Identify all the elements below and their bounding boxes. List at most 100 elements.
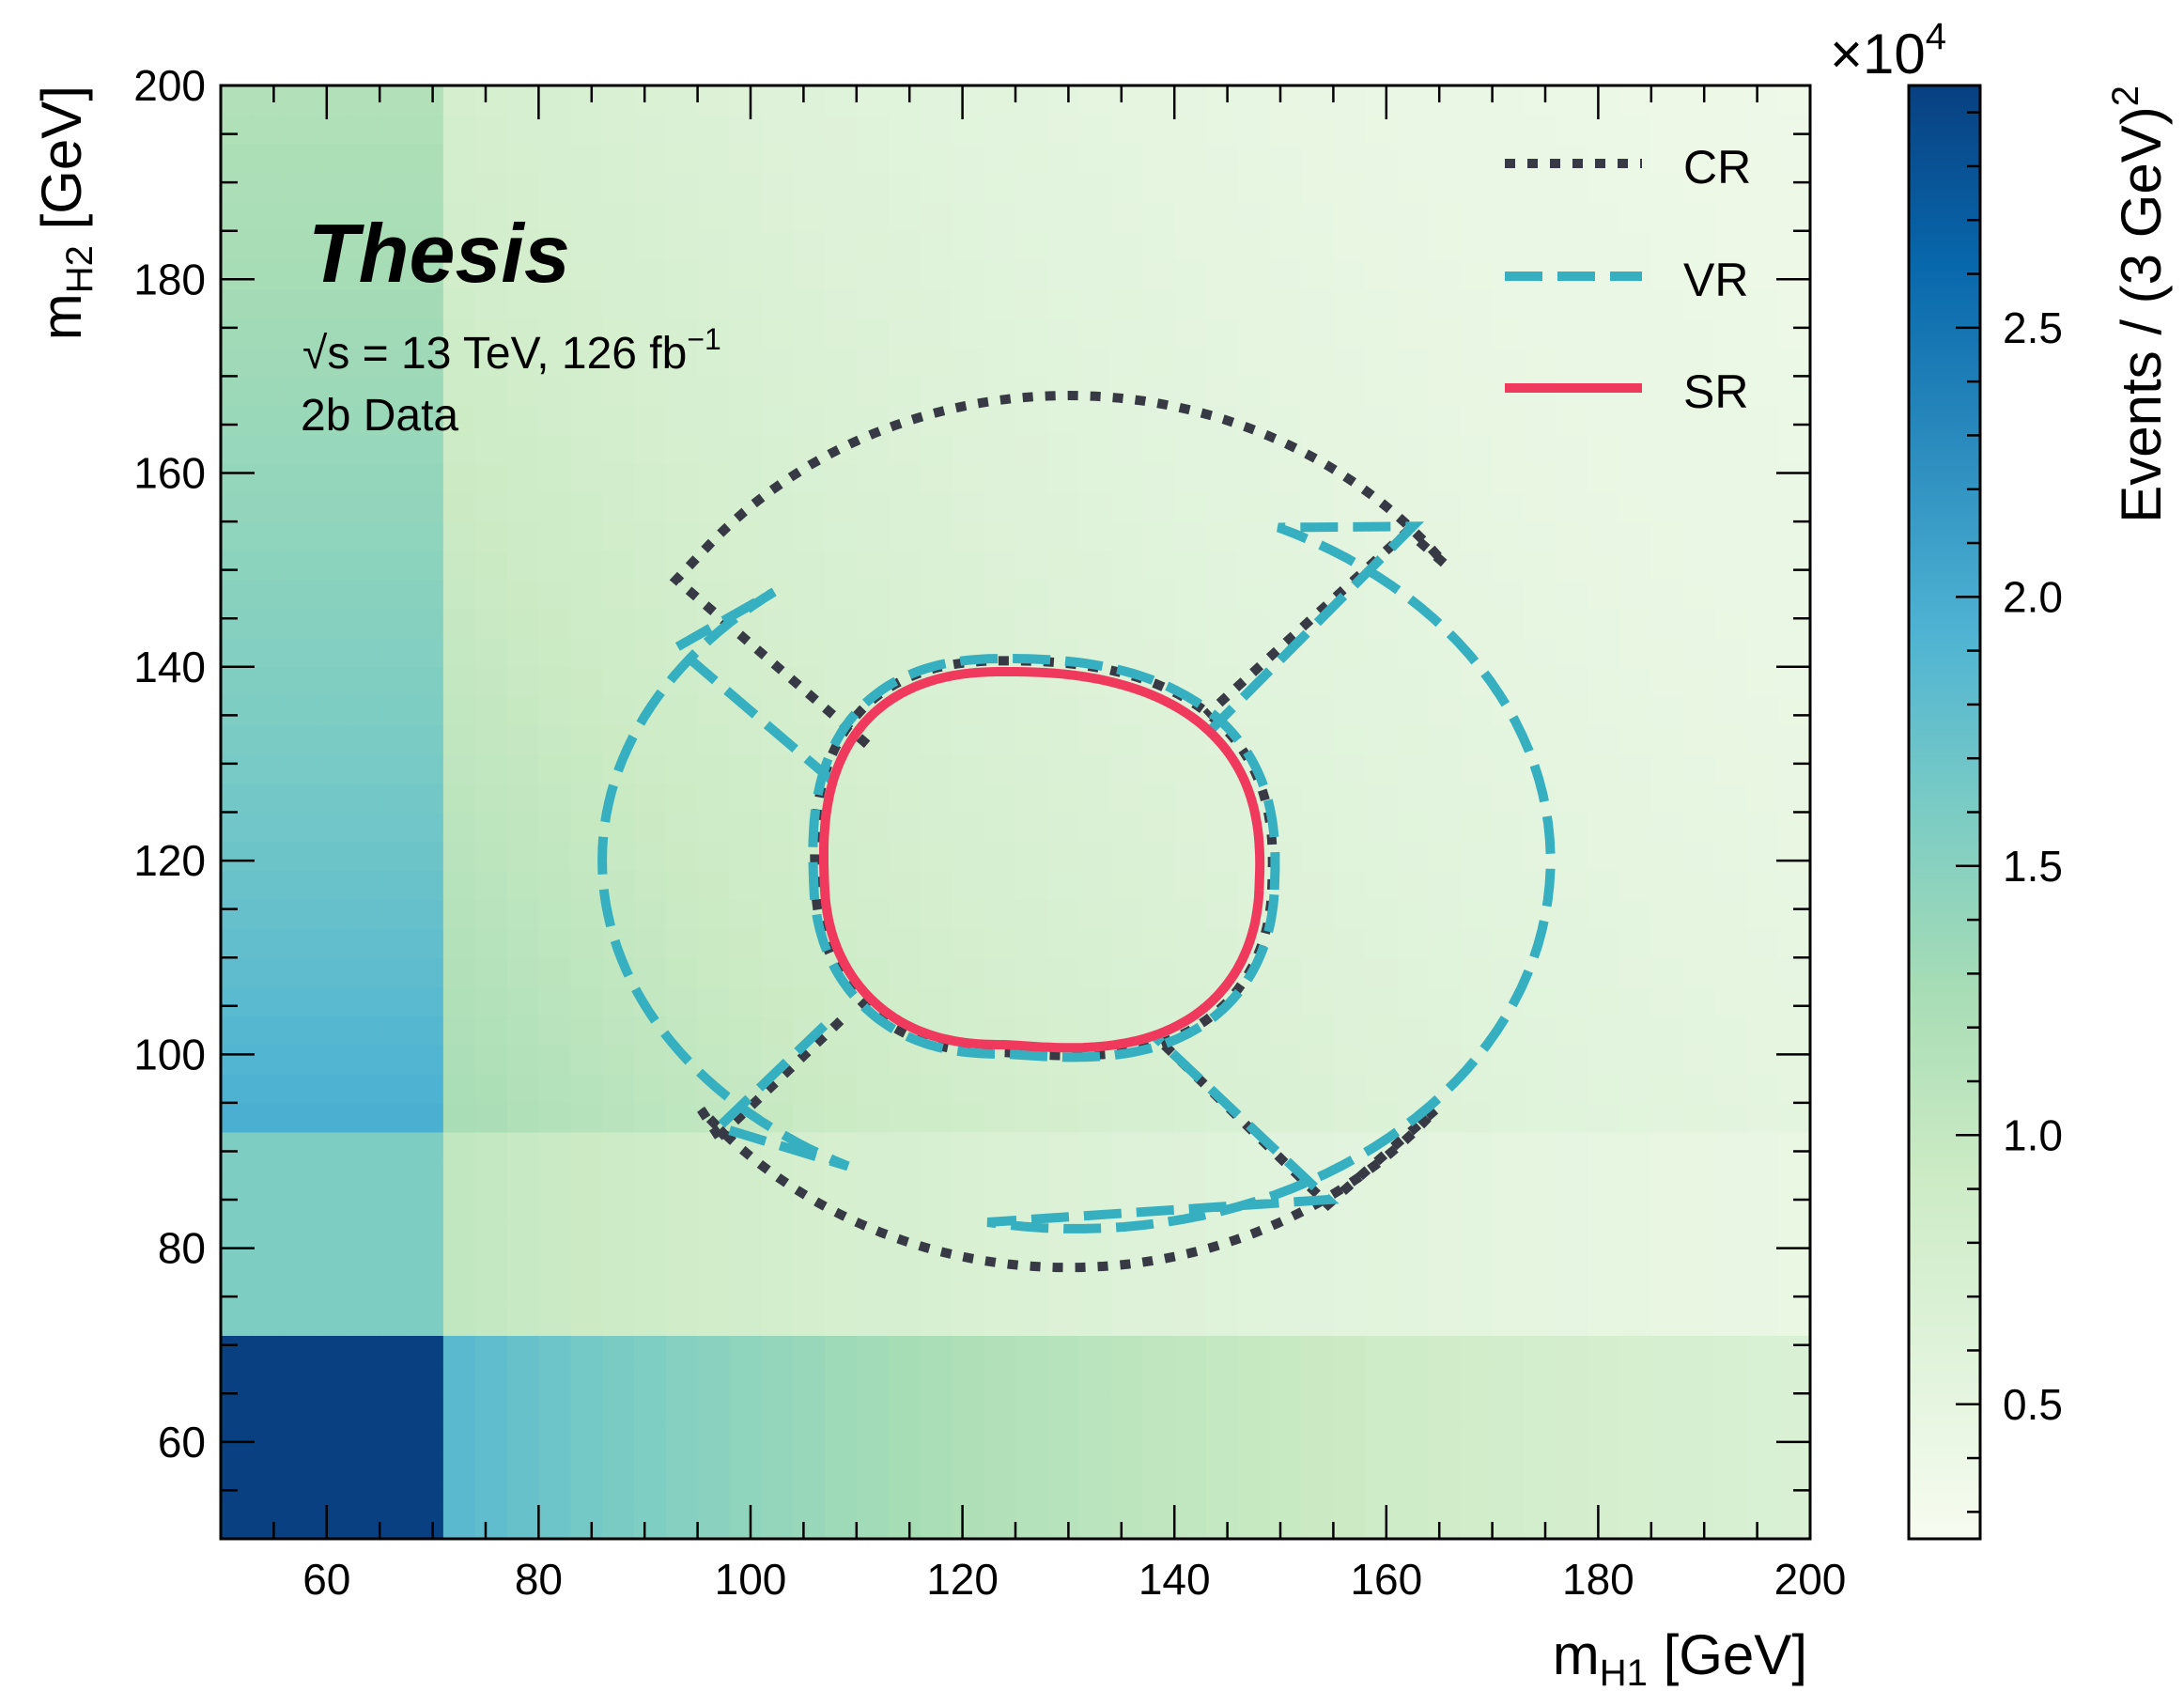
heatmap-cell [1365,318,1398,349]
heatmap-cell [252,1189,286,1220]
heatmap-cell [1460,318,1494,349]
heatmap-cell [1110,870,1143,900]
heatmap-cell [1269,608,1303,639]
colorbar-multiplier-base: ×10 [1830,23,1926,85]
heatmap-cell [348,1160,380,1191]
heatmap-cell [1682,1131,1716,1162]
heatmap-cell [1174,434,1207,464]
heatmap-cell [1492,114,1526,145]
heatmap-cell [474,1218,508,1249]
heatmap-cell [1142,1393,1175,1423]
heatmap-cell [984,1160,1016,1191]
heatmap-cell [1492,85,1526,116]
heatmap-cell [856,899,890,929]
heatmap-cell [697,551,731,581]
heatmap-cell [761,812,794,843]
x-axis-title-sub: H1 [1600,1652,1648,1691]
heatmap-cell [411,114,444,145]
heatmap-cell [411,695,444,726]
heatmap-cell [284,172,318,203]
heatmap-cell [1556,1073,1588,1104]
heatmap-cell [1682,724,1716,755]
heatmap-cell [793,492,826,522]
heatmap-cell [1460,1073,1494,1104]
heatmap-cell [1682,695,1716,726]
heatmap-cell [1365,1481,1398,1511]
heatmap-cell [856,1451,890,1482]
heatmap-cell [793,1218,826,1249]
heatmap-cell [602,492,635,522]
heatmap-cell [1650,318,1684,349]
heatmap-cell [252,1160,286,1191]
heatmap-cell [697,434,731,464]
heatmap-cell [793,405,826,435]
heatmap-cell [1778,1102,1811,1133]
heatmap-cell [442,1248,476,1279]
heatmap-cell [665,1481,699,1511]
colorbar-tick-label: 1.5 [2003,842,2063,891]
heatmap-cell [1492,1306,1526,1337]
heatmap-cell [1682,1248,1716,1279]
heatmap-cell [1365,1073,1398,1104]
heatmap-cell [506,637,539,668]
heatmap-cell [538,1016,571,1046]
heatmap-cell [570,579,603,610]
heatmap-cell [984,114,1016,145]
heatmap-cell [1778,114,1811,145]
heatmap-cell [761,841,794,871]
heatmap-cell [888,492,922,522]
heatmap-cell [888,899,922,929]
heatmap-cell [1556,928,1588,958]
heatmap-cell [729,1218,762,1249]
heatmap-cell [348,579,380,610]
heatmap-cell [1301,259,1334,290]
heatmap-cell [1301,1277,1334,1308]
heatmap-cell [1078,318,1112,349]
heatmap-cell [1301,376,1334,406]
heatmap-cell [888,172,922,203]
heatmap-cell [1524,288,1557,319]
heatmap-cell [1206,143,1239,174]
heatmap-cell [474,724,508,755]
heatmap-cell [729,1335,762,1365]
heatmap-cell [697,288,731,319]
heatmap-cell [984,434,1016,464]
heatmap-cell [1492,1422,1526,1452]
heatmap-cell [221,259,254,290]
heatmap-cell [221,986,254,1016]
heatmap-cell [1682,928,1716,958]
heatmap-cell [1046,1451,1080,1482]
heatmap-cell [920,1189,953,1220]
heatmap-cell [952,347,984,377]
heatmap-cell [1428,783,1462,814]
heatmap-cell [1619,521,1652,551]
heatmap-cell [761,1248,794,1279]
heatmap-cell [1174,899,1207,929]
heatmap-cell [316,521,349,551]
heatmap-cell [952,928,984,958]
heatmap-cell [793,1306,826,1337]
heatmap-cell [1142,172,1175,203]
heatmap-cell [252,288,286,319]
heatmap-cell [633,114,667,145]
heatmap-cell [570,812,603,843]
heatmap-cell [1588,1045,1620,1075]
heatmap-cell [316,695,349,726]
legend-sr-label: SR [1683,365,1748,418]
heatmap-cell [379,1189,412,1220]
heatmap-cell [442,492,476,522]
heatmap-cell [316,753,349,784]
heatmap-cell [761,230,794,261]
heatmap-cell [1301,1073,1334,1104]
heatmap-cell [252,463,286,493]
heatmap-cell [1046,172,1080,203]
heatmap-cell [697,1160,731,1191]
heatmap-cell [665,463,699,493]
heatmap-cell [1397,230,1430,261]
heatmap-cell [1714,1335,1747,1365]
heatmap-cell [1460,1131,1494,1162]
heatmap-cell [1365,1306,1398,1337]
heatmap-cell [1365,376,1398,406]
heatmap-cell [793,1510,826,1540]
heatmap-cell [348,347,380,377]
